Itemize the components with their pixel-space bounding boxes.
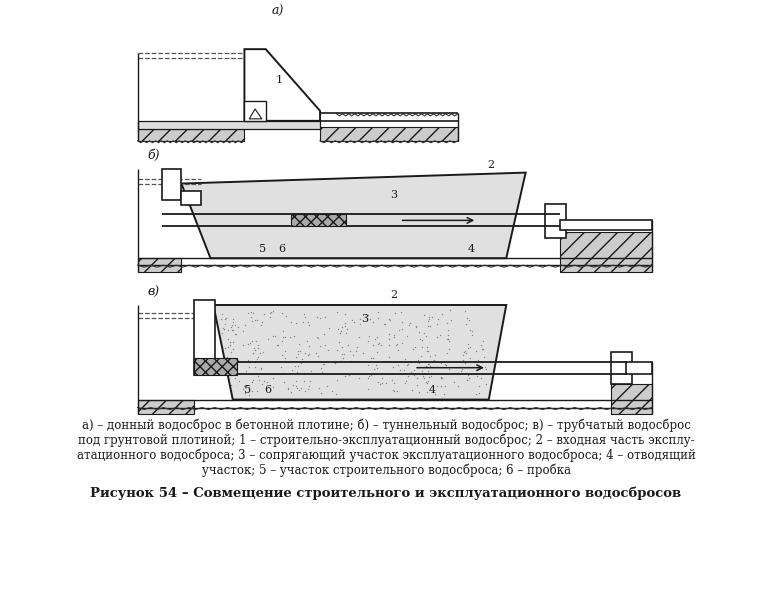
Polygon shape (137, 399, 194, 415)
Polygon shape (137, 258, 181, 272)
Polygon shape (194, 300, 215, 375)
Text: Рисунок 54 – Совмещение строительного и эксплуатационного водосбросов: Рисунок 54 – Совмещение строительного и … (90, 487, 682, 500)
Text: 3: 3 (361, 314, 368, 324)
Text: 2: 2 (487, 159, 494, 170)
Text: 1: 1 (276, 75, 283, 85)
Polygon shape (137, 129, 245, 141)
Text: б): б) (147, 148, 160, 162)
Text: 6: 6 (279, 244, 286, 255)
Text: а) – донный водосброс в бетонной плотине; б) – туннельный водосброс; в) – трубча: а) – донный водосброс в бетонной плотине… (82, 419, 690, 433)
Text: 5: 5 (259, 244, 266, 255)
Text: под грунтовой плотиной; 1 – строительно-эксплуатационный водосброс; 2 – входная : под грунтовой плотиной; 1 – строительно-… (78, 434, 694, 447)
Polygon shape (291, 215, 346, 227)
Text: 2: 2 (390, 290, 397, 300)
Text: 4: 4 (428, 385, 436, 395)
Text: атационного водосброса; 3 – сопрягающий участок эксплуатационного водосброса; 4 : атационного водосброса; 3 – сопрягающий … (76, 449, 696, 462)
Text: 5: 5 (245, 385, 252, 395)
Text: в): в) (147, 286, 160, 299)
Polygon shape (245, 49, 320, 121)
Polygon shape (545, 204, 567, 238)
Text: участок; 5 – участок строительного водосброса; 6 – пробка: участок; 5 – участок строительного водос… (201, 464, 571, 477)
Polygon shape (181, 173, 526, 258)
Polygon shape (560, 232, 652, 272)
Polygon shape (245, 101, 266, 121)
Polygon shape (213, 305, 506, 399)
Polygon shape (320, 127, 458, 141)
Polygon shape (181, 190, 201, 205)
Text: 3: 3 (390, 190, 397, 201)
Polygon shape (611, 384, 652, 415)
Polygon shape (625, 362, 652, 374)
Text: 6: 6 (264, 385, 271, 395)
Polygon shape (162, 168, 181, 201)
Polygon shape (249, 109, 262, 119)
Polygon shape (194, 358, 237, 375)
Polygon shape (611, 351, 632, 384)
Polygon shape (560, 221, 652, 230)
Text: 4: 4 (468, 244, 475, 255)
Polygon shape (137, 121, 320, 129)
Text: а): а) (272, 5, 284, 18)
